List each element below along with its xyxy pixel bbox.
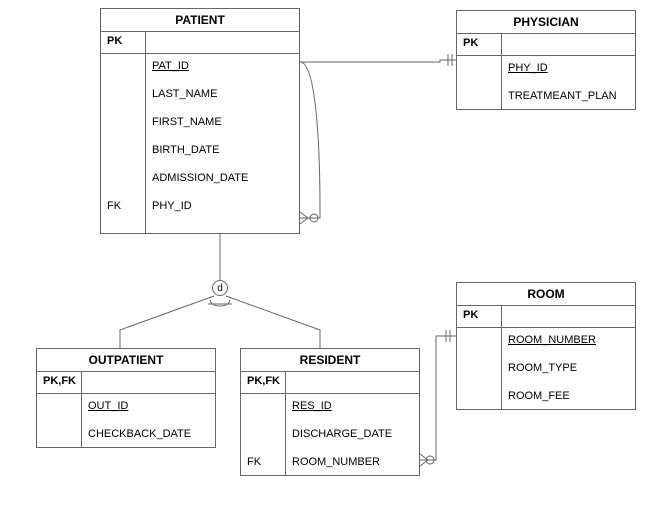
attr-cell: CHECKBACK_DATE bbox=[82, 422, 215, 450]
attr-cell: PHY_ID bbox=[146, 194, 299, 222]
key-cell bbox=[457, 356, 501, 384]
key-cell: FK bbox=[241, 450, 285, 478]
entity-resident: RESIDENT PK,FK FK RES_ID DISCHARGE_DATE … bbox=[240, 348, 420, 476]
attr-cell: LAST_NAME bbox=[146, 82, 299, 110]
entity-title: PHYSICIAN bbox=[457, 11, 635, 34]
attr-cell: ADMISSION_DATE bbox=[146, 166, 299, 194]
attr-cell: RES_ID bbox=[286, 394, 419, 422]
key-cell bbox=[101, 54, 145, 82]
attr-header bbox=[146, 32, 299, 54]
entity-title: RESIDENT bbox=[241, 349, 419, 372]
key-cell bbox=[241, 394, 285, 422]
key-cell bbox=[241, 422, 285, 450]
key-header: PK bbox=[457, 34, 501, 56]
attr-header bbox=[286, 372, 419, 394]
attr-header bbox=[502, 306, 635, 328]
attr-cell: BIRTH_DATE bbox=[146, 138, 299, 166]
entity-physician: PHYSICIAN PK PHY_ID TREATMEANT_PLAN bbox=[456, 10, 636, 110]
key-cell bbox=[101, 166, 145, 194]
key-header: PK bbox=[457, 306, 501, 328]
attr-cell: ROOM_NUMBER bbox=[502, 328, 635, 356]
entity-room: ROOM PK ROOM_NUMBER ROOM_TYPE ROOM_FEE bbox=[456, 282, 636, 410]
key-cell bbox=[37, 422, 81, 450]
attr-header bbox=[82, 372, 215, 394]
key-cell bbox=[101, 82, 145, 110]
key-header: PK bbox=[101, 32, 145, 54]
attr-cell: ROOM_FEE bbox=[502, 384, 635, 412]
entity-outpatient: OUTPATIENT PK,FK OUT_ID CHECKBACK_DATE bbox=[36, 348, 216, 448]
key-cell bbox=[101, 138, 145, 166]
entity-title: PATIENT bbox=[101, 9, 299, 32]
key-cell bbox=[457, 384, 501, 412]
attr-cell: FIRST_NAME bbox=[146, 110, 299, 138]
key-cell bbox=[457, 56, 501, 84]
key-header: PK,FK bbox=[37, 372, 81, 394]
key-cell bbox=[101, 110, 145, 138]
key-cell bbox=[37, 394, 81, 422]
attr-cell: TREATMEANT_PLAN bbox=[502, 84, 635, 112]
entity-patient: PATIENT PK FK PAT_ID LAST_NAME FIRST_NAM… bbox=[100, 8, 300, 234]
inheritance-symbol: d bbox=[212, 280, 228, 296]
attr-cell: OUT_ID bbox=[82, 394, 215, 422]
attr-cell: ROOM_NUMBER bbox=[286, 450, 419, 478]
key-cell bbox=[457, 328, 501, 356]
key-cell: FK bbox=[101, 194, 145, 222]
key-header: PK,FK bbox=[241, 372, 285, 394]
attr-cell: PHY_ID bbox=[502, 56, 635, 84]
er-diagram-canvas: PATIENT PK FK PAT_ID LAST_NAME FIRST_NAM… bbox=[0, 0, 651, 511]
attr-cell: ROOM_TYPE bbox=[502, 356, 635, 384]
entity-title: ROOM bbox=[457, 283, 635, 306]
key-cell bbox=[457, 84, 501, 112]
attr-cell: PAT_ID bbox=[146, 54, 299, 82]
attr-cell: DISCHARGE_DATE bbox=[286, 422, 419, 450]
attr-header bbox=[502, 34, 635, 56]
entity-title: OUTPATIENT bbox=[37, 349, 215, 372]
